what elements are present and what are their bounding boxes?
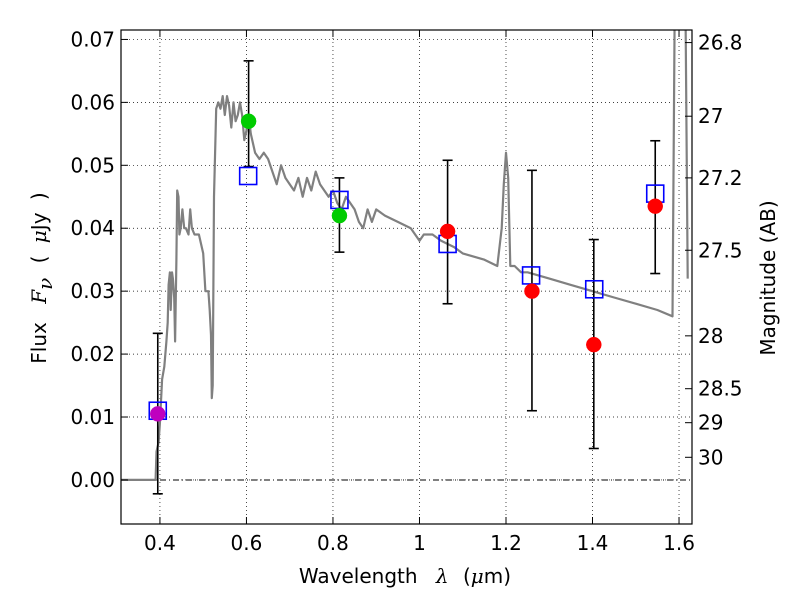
y2-tick-label: 30: [698, 445, 723, 469]
plot-frame: [120, 29, 693, 525]
photometry-markers: [148, 113, 665, 422]
y2-tick-label: 27.2: [698, 166, 743, 190]
x-axis-unit-open: (: [463, 564, 471, 588]
observed-flux-point: [150, 406, 166, 422]
y-axis-unit-rest: Jy: [27, 212, 51, 232]
y-tick-label: 0.04: [70, 216, 115, 240]
observed-flux-point: [647, 198, 663, 214]
y-tick-label: 0.01: [70, 405, 115, 429]
observed-flux-point: [240, 113, 257, 129]
y-tick-label: 0.06: [70, 90, 115, 114]
x-axis-label-prefix: Wavelength: [299, 564, 418, 588]
y-tick-label: 0.03: [70, 279, 115, 303]
y-axis-unit-open: (: [27, 256, 51, 264]
y-axis-subscript: ν: [33, 278, 57, 290]
x-tick-label: 1.4: [577, 531, 609, 555]
x-axis-label: Wavelength λ (μm): [299, 564, 511, 588]
y2-tick-label: 28.5: [698, 377, 743, 401]
axis-ticks: 0.4 0.6 0.8 1 1.2 1.4 1.6 0.00 0.01 0.02 0.03 0.04 0…: [70, 27, 742, 555]
y2-tick-label: 27.5: [698, 238, 743, 262]
y2-tick-label: 28: [698, 324, 723, 348]
y-axis-label-prefix: Flux: [27, 322, 51, 364]
error-bars: [152, 60, 661, 495]
y-tick-label: 0.02: [70, 342, 115, 366]
model-photometry-square: [584, 279, 604, 299]
y-axis-label: Flux Fν ( μJy ): [27, 192, 57, 363]
y-tick-label: 0.05: [70, 153, 115, 177]
y-axis-unit-mu: μ: [27, 230, 51, 243]
y-axis-symbol: F: [27, 289, 51, 305]
x-axis-unit-close: m): [484, 564, 511, 588]
observed-flux-point: [586, 336, 602, 353]
x-axis-unit-mu: μ: [471, 564, 484, 588]
y-tick-label: 0.00: [70, 468, 115, 492]
x-tick-label: 0.6: [231, 531, 263, 555]
x-tick-label: 0.4: [144, 531, 176, 555]
model-spectrum-line: [121, 30, 689, 481]
y-axis-unit-close: ): [27, 192, 51, 200]
y2-tick-label: 29: [698, 411, 723, 435]
x-tick-label: 0.8: [317, 531, 349, 555]
model-photometry-square: [238, 166, 258, 186]
x-axis-symbol: λ: [435, 564, 449, 588]
x-tick-label: 1.6: [663, 531, 695, 555]
x-tick-label: 1: [413, 531, 426, 555]
y2-tick-label: 27: [698, 104, 723, 128]
observed-flux-point: [524, 283, 540, 299]
y-tick-label: 0.07: [70, 27, 115, 51]
y2-tick-label: 26.8: [698, 31, 743, 55]
right-axis-label: Magnitude (AB): [756, 200, 780, 355]
model-spectrum: [121, 30, 689, 481]
grid-lines: [121, 30, 692, 524]
observed-flux-point: [331, 207, 348, 224]
observed-flux-point: [439, 223, 456, 240]
x-tick-label: 1.2: [490, 531, 522, 555]
